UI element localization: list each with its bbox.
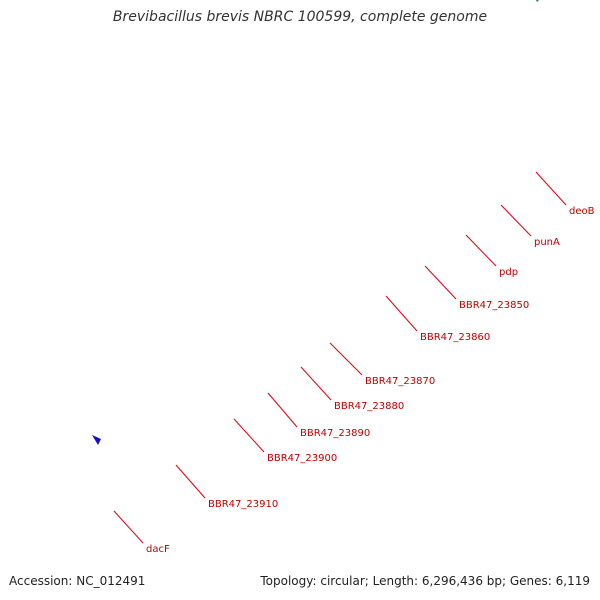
gene-label: pdp [465, 234, 518, 278]
gene-label: BBR47_23900 [233, 418, 337, 464]
gene-label: BBR47_23860 [385, 295, 490, 343]
gene-name: BBR47_23910 [208, 499, 278, 510]
label-leader-line [500, 204, 532, 237]
label-leader-line [465, 234, 497, 267]
label-leader-line [300, 366, 332, 401]
label-leader-line [233, 418, 265, 453]
label-leader-line [424, 265, 457, 300]
genome-summary-text: Topology: circular; Length: 6,296,436 bp… [260, 574, 590, 588]
label-leader-line [535, 171, 567, 206]
label-leader-line [385, 295, 418, 332]
gene-name: pdp [499, 267, 518, 278]
gene-label: BBR47_23850 [424, 265, 529, 311]
gene-name: BBR47_23890 [300, 428, 370, 439]
label-leader-line [267, 392, 298, 428]
gene-label: BBR47_23890 [267, 392, 370, 439]
gene-label: deoB [535, 171, 595, 217]
gene-label: BBR47_23880 [300, 366, 404, 412]
gene-label: BBR47_23870 [329, 342, 435, 387]
label-leader-line [329, 342, 363, 376]
gene-name: deoB [569, 206, 595, 217]
label-leader-line [113, 510, 144, 544]
gene-name: dacF [146, 544, 170, 555]
gene-name: BBR47_23850 [459, 300, 529, 311]
inner-ticks [536, 0, 539, 2]
gene-label: dacF [113, 510, 170, 555]
inner-tick [536, 0, 539, 2]
position-marker-icon [92, 435, 101, 445]
gene-name: BBR47_23870 [365, 376, 435, 387]
gene-name: BBR47_23900 [267, 453, 337, 464]
gene-labels: deoB punA pdp BBR47_23850 BBR47_23860 BBR47_2… [113, 171, 595, 555]
gene-name: BBR47_23860 [420, 332, 490, 343]
label-leader-line [175, 464, 206, 499]
gene-label: BBR47_23910 [175, 464, 278, 510]
gene-name: punA [534, 237, 560, 248]
gene-label: punA [500, 204, 560, 248]
accession-text: Accession: NC_012491 [9, 574, 146, 588]
gene-name: BBR47_23880 [334, 401, 404, 412]
map-title: Brevibacillus brevis NBRC 100599, comple… [112, 9, 488, 25]
